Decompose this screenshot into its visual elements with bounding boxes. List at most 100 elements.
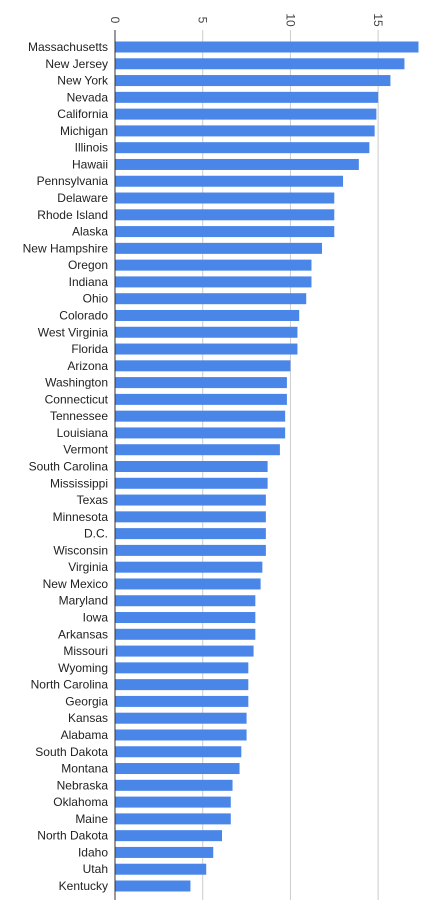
bar (115, 427, 286, 439)
category-label: Florida (71, 342, 108, 356)
bar (115, 192, 335, 204)
bar (115, 75, 391, 87)
category-label: Connecticut (45, 392, 109, 406)
category-label: New Jersey (45, 57, 108, 71)
bar (115, 276, 312, 288)
category-label: Arizona (67, 359, 108, 373)
bar (115, 326, 298, 338)
category-label: Missouri (63, 644, 108, 658)
bar (115, 544, 266, 556)
bar (115, 377, 287, 389)
bar (115, 477, 268, 489)
bar (115, 209, 335, 221)
bar (115, 595, 256, 607)
category-label: Idaho (78, 845, 108, 859)
bar (115, 813, 231, 825)
bar (115, 91, 379, 103)
category-label: Vermont (63, 443, 108, 457)
bar (115, 259, 312, 271)
bar (115, 410, 286, 422)
category-label: Nevada (67, 90, 109, 104)
bar (115, 679, 249, 691)
bar (115, 494, 266, 506)
bar (115, 695, 249, 707)
category-label: Wisconsin (53, 543, 108, 557)
category-label: Nebraska (57, 778, 109, 792)
category-label: Hawaii (72, 157, 108, 171)
category-label: Mississippi (50, 476, 108, 490)
category-label: Virginia (68, 560, 108, 574)
bar (115, 58, 405, 70)
category-label: New Mexico (43, 577, 109, 591)
bar (115, 561, 263, 573)
bar (115, 444, 280, 456)
bar (115, 880, 191, 892)
category-label: Alabama (61, 728, 109, 742)
category-label: Maine (75, 812, 108, 826)
bar (115, 293, 307, 305)
bar (115, 628, 256, 640)
category-label: Pennsylvania (37, 174, 109, 188)
bar (115, 779, 233, 791)
category-label: Arkansas (58, 627, 108, 641)
category-label: New York (57, 74, 109, 88)
bar (115, 242, 323, 254)
category-label: Illinois (75, 141, 108, 155)
bar (115, 846, 214, 858)
bar (115, 612, 256, 624)
category-label: Oklahoma (53, 795, 108, 809)
category-label: Tennessee (50, 409, 108, 423)
bar (115, 830, 223, 842)
category-label: North Dakota (37, 829, 108, 843)
x-tick-label: 5 (196, 17, 210, 24)
bar (115, 662, 249, 674)
bar (115, 746, 242, 758)
bar (115, 309, 300, 321)
category-label: Wyoming (58, 661, 108, 675)
bar (115, 729, 247, 741)
bars (115, 41, 419, 892)
category-label: Colorado (59, 308, 108, 322)
category-labels: Massachusetts New Jersey New York Nevada Cal… (23, 40, 109, 893)
category-label: New Hampshire (23, 241, 109, 255)
category-label: South Dakota (35, 745, 108, 759)
category-label: Washington (45, 376, 108, 390)
x-tick-label: 10 (283, 13, 297, 27)
bar (115, 41, 419, 53)
category-label: Iowa (83, 611, 109, 625)
category-label: Delaware (57, 191, 108, 205)
category-label: North Carolina (31, 678, 109, 692)
category-label: California (57, 107, 108, 121)
bar (115, 343, 298, 355)
bar (115, 796, 231, 808)
category-label: Oregon (68, 258, 108, 272)
category-label: West Virginia (38, 325, 109, 339)
bar (115, 175, 344, 187)
category-label: Michigan (60, 124, 108, 138)
bar (115, 645, 254, 657)
category-label: Indiana (69, 275, 109, 289)
bar (115, 108, 377, 120)
category-label: Louisiana (57, 426, 109, 440)
category-label: Texas (77, 493, 108, 507)
bar (115, 528, 266, 540)
category-label: Utah (83, 862, 108, 876)
bar (115, 712, 247, 724)
x-tick-label: 15 (371, 13, 385, 27)
category-label: Kansas (68, 711, 108, 725)
category-label: Kentucky (59, 879, 108, 893)
category-label: Maryland (59, 594, 108, 608)
bar (115, 863, 207, 875)
category-label: Alaska (72, 225, 108, 239)
category-label: Minnesota (53, 510, 109, 524)
bar (115, 125, 375, 137)
bar (115, 226, 335, 238)
bar (115, 461, 268, 472)
bar (115, 393, 287, 405)
category-label: Georgia (65, 694, 108, 708)
bar (115, 578, 261, 590)
category-label: Rhode Island (37, 208, 108, 222)
bar (115, 142, 370, 154)
